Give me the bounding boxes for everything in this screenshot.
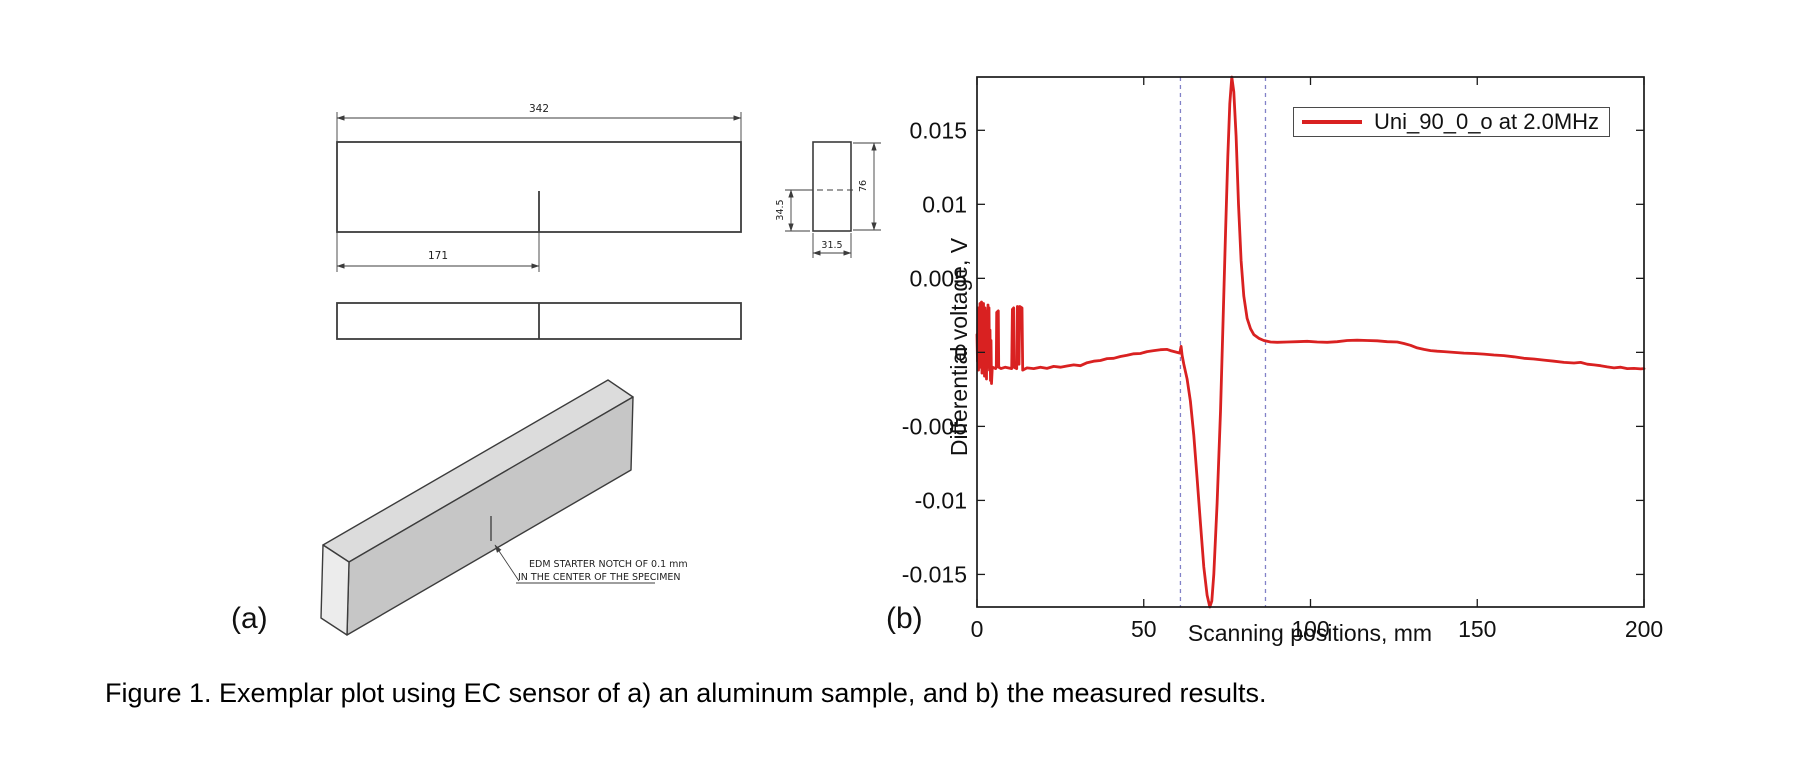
chart-series [975,75,1646,609]
svg-text:0.01: 0.01 [922,191,967,217]
plan-view [336,302,742,340]
edm-note-line1: EDM STARTER NOTCH OF 0.1 mm [529,559,688,570]
front-view [336,112,742,272]
chart-ticks [976,77,1645,607]
svg-text:-0.005: -0.005 [902,413,967,439]
panel-b-label: (b) [886,602,923,635]
svg-text:0.015: 0.015 [909,117,967,143]
x-axis-label: Scanning positions, mm [1187,620,1433,646]
svg-text:0.005: 0.005 [909,265,967,291]
legend-line-sample [1302,120,1362,124]
legend: Uni_90_0_o at 2.0MHz [1293,107,1611,137]
svg-text:0: 0 [954,339,967,365]
svg-text:-0.015: -0.015 [902,561,967,587]
svg-text:100: 100 [1291,616,1329,642]
svg-text:-0.01: -0.01 [915,487,967,513]
dim-31-5: 31.5 [821,240,842,251]
svg-text:200: 200 [1625,616,1663,642]
isometric-specimen [320,379,634,636]
dim-76: 76 [858,180,869,192]
dim-171: 171 [428,250,448,262]
svg-text:150: 150 [1458,616,1496,642]
legend-label: Uni_90_0_o at 2.0MHz [1374,109,1600,134]
svg-text:0: 0 [971,616,984,642]
y-axis-label: Differential voltage, V [946,237,972,457]
chart-tick-labels: 0 50 100 150 200 -0.015 -0.01 -0.005 0 0.005 0.01 0… [902,117,1663,642]
iso-end-face [320,544,350,636]
panel-a-label: (a) [231,602,268,635]
end-view [785,141,881,258]
figure-caption: Figure 1. Exemplar plot using EC sensor … [105,678,1267,708]
edm-note-callout [494,544,655,584]
dim-342: 342 [529,103,549,115]
dim-34-5: 34.5 [775,199,786,220]
svg-text:50: 50 [1131,616,1157,642]
edm-note-line2: IN THE CENTER OF THE SPECIMEN [518,572,681,583]
